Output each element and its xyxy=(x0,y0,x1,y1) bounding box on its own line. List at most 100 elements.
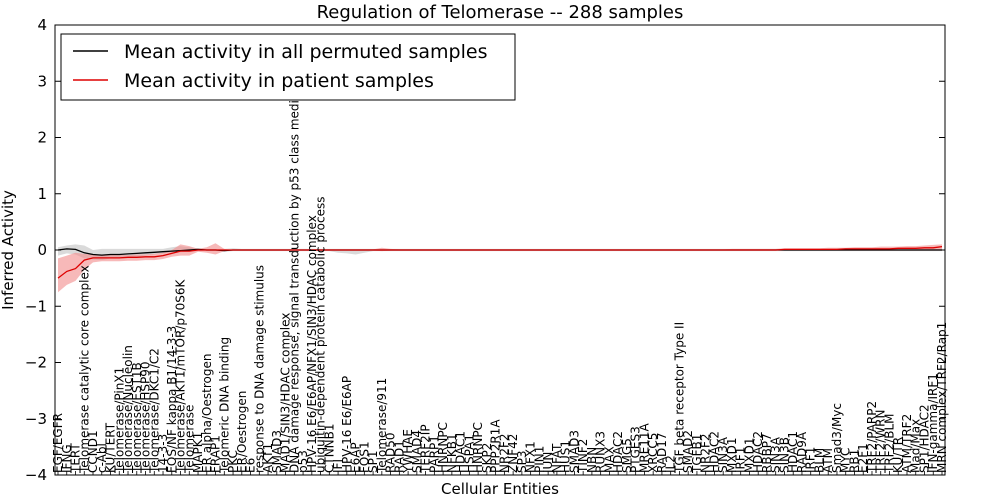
legend: Mean activity in all permuted samples Me… xyxy=(60,33,516,101)
x-category-label: MRN complex/TRF2/Rap1 xyxy=(935,322,949,473)
x-category-label: TRF2/WRN xyxy=(874,410,888,474)
y-tick-label: −4 xyxy=(25,466,47,484)
x-category-label: ER/Oestrogen xyxy=(235,391,249,473)
x-category-label: HSPA1 xyxy=(462,434,476,473)
x-category-label: NFX1 xyxy=(524,441,538,473)
x-category-label: JUN xyxy=(541,452,555,474)
x-category-label: Telomerase/HSP90 xyxy=(139,361,153,474)
x-category-label: NFAT xyxy=(550,443,564,473)
x-category-label: NBN xyxy=(585,447,599,473)
x-category-label: XRCC5 xyxy=(646,433,660,473)
x-category-label: p53 xyxy=(296,450,310,473)
x-category-label: TRF2/BLM xyxy=(883,413,897,474)
x-category-label: PTGES3 xyxy=(629,426,643,473)
x-category-label: IRF1 xyxy=(734,447,748,473)
y-tick-label: 1 xyxy=(37,185,47,203)
x-category-label: TINF2 xyxy=(576,439,590,474)
x-category-label: DNA damage response, signal transduction… xyxy=(287,76,301,473)
x-category-label: KU/TR xyxy=(891,437,905,473)
x-category-label: KU/TERT xyxy=(104,422,118,473)
x-category-label: Telomerase/AKT1/mTOR/p70S6K xyxy=(174,278,188,474)
x-category-label: PPP2R1A xyxy=(489,419,503,473)
x-category-label: TRF2/PARP2 xyxy=(865,401,879,474)
y-tick-label: −3 xyxy=(25,410,47,428)
x-category-label: HPV-16 E6/E6AP xyxy=(340,376,354,473)
x-category-label: SIN3A xyxy=(769,436,783,473)
x-category-label: 14-3-3 xyxy=(156,434,170,473)
x-category-label: HDAC2 xyxy=(751,431,765,473)
x-category-label: IFN-gamma/IRF1 xyxy=(926,373,940,473)
x-category-label: SMAD2 xyxy=(681,430,695,473)
x-category-label: SMAD3 xyxy=(270,430,284,473)
x-axis-title: Cellular Entities xyxy=(441,480,559,498)
x-category-label: RAD1 xyxy=(392,440,406,473)
y-tick-label: 4 xyxy=(37,16,47,34)
x-category-label: HNRNPC xyxy=(471,422,485,473)
x-category-label: FOS1 xyxy=(357,441,371,473)
x-category-label: CCND1 xyxy=(86,430,100,473)
x-category-label: FRAP1 xyxy=(209,435,223,473)
x-category-label: Telomerase/911 xyxy=(375,378,389,474)
x-category-label: YWHAE xyxy=(401,429,415,474)
x-category-label: RBBP7 xyxy=(760,433,774,473)
x-category-label: HPV-16 E6/E6AP/NFX1/SIN3/HDAC complex xyxy=(305,215,319,473)
x-category-label: BLM xyxy=(813,448,827,473)
x-category-label: E6AP xyxy=(349,442,363,473)
x-category-label: E6 xyxy=(244,458,258,473)
legend-label-permuted: Mean activity in all permuted samples xyxy=(124,41,487,63)
x-category-label: HUS1 xyxy=(559,440,573,473)
x-category-label: MAPK1 xyxy=(191,432,205,473)
x-category-label: Telomerase xyxy=(182,405,196,474)
x-category-label: c-Abl xyxy=(95,443,109,473)
x-category-label: HDAC2 xyxy=(611,431,625,473)
x-category-label: Telomerase/PinX1 xyxy=(112,367,126,474)
y-tick-label: −1 xyxy=(25,297,47,315)
x-category-label: RUNX3 xyxy=(594,431,608,473)
x-category-label: Telomerase catalytic core complex xyxy=(77,265,91,474)
x-category-label: SMAD4 xyxy=(410,430,424,473)
y-axis: −4 −3 −2 −1 0 1 2 3 4 xyxy=(25,16,945,484)
x-category-label: SP1/HDAC2 xyxy=(918,404,932,473)
x-category-label: MAX xyxy=(602,446,616,473)
x-category-label: SIN3B xyxy=(778,437,792,473)
chart-title: Regulation of Telomerase -- 288 samples xyxy=(317,2,684,23)
x-category-label: HDAC1 xyxy=(786,431,800,473)
x-category-label: TERT xyxy=(69,443,83,474)
x-category-label: RAD9A xyxy=(795,431,809,473)
x-category-label: HDAC1 xyxy=(454,431,468,473)
x-category-label: RAD50 xyxy=(384,432,398,473)
y-tick-label: −2 xyxy=(25,354,47,372)
x-category-label: Telomeric DNA binding xyxy=(217,337,231,474)
x-category-label: EGF/EGFR xyxy=(51,413,65,473)
y-tick-label: 3 xyxy=(37,72,47,90)
x-category-label: HNRNPC xyxy=(436,422,450,473)
x-category-label: SP1 xyxy=(366,451,380,474)
band-patient xyxy=(58,243,942,293)
x-category-label: IL2 xyxy=(664,455,678,473)
x-category-label: SMAD3 xyxy=(567,430,581,473)
x-category-label: CTNNB1 xyxy=(322,423,336,473)
x-category-label: PKC xyxy=(226,450,240,473)
x-category-label: IRF1 xyxy=(804,447,818,473)
x-category-label: Telomerase/Nucleolin xyxy=(121,345,135,474)
x-category-label: Mad/Max xyxy=(909,419,923,473)
x-category-label: PARP1 xyxy=(427,435,441,473)
confidence-bands xyxy=(58,243,942,293)
x-category-label: ATM/TRF2 xyxy=(900,414,914,473)
x-category-label: RB1 xyxy=(848,449,862,473)
x-category-label: HDAC2 xyxy=(707,431,721,473)
x-category-label: FOS/NF kappa B1/14-3-3 xyxy=(165,326,179,473)
x-category-label: ATM xyxy=(821,448,835,473)
x-category-label: SP3 xyxy=(515,451,529,474)
x-category-label: response to DNA damage stimulus xyxy=(252,265,266,473)
x-category-label: PIN1 xyxy=(532,446,546,473)
x-category-label: Smad3/Myc xyxy=(830,403,844,473)
x-category-label: IFI xyxy=(331,459,345,473)
x-category-label: ER alpha/Oestrogen xyxy=(200,354,214,473)
x-category-label: ZNF42 xyxy=(506,434,520,473)
x-category-label: NR2F2 xyxy=(699,434,713,474)
x-category-label: E2F1 xyxy=(856,443,870,473)
y-axis-title: Inferred Activity xyxy=(0,190,17,310)
